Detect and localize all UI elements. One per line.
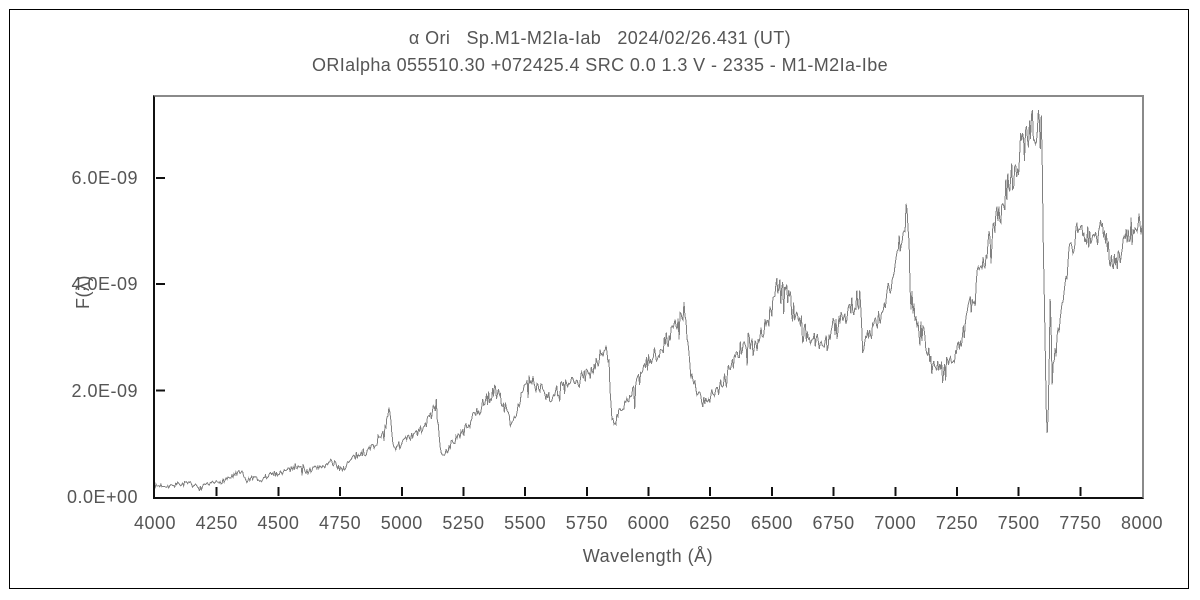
chart-title: α Ori Sp.M1-M2Ia-Iab 2024/02/26.431 (UT): [408, 28, 792, 48]
x-tick-label: 4500: [257, 513, 300, 533]
x-tick-label: 5250: [442, 513, 485, 533]
x-tick-label: 4250: [195, 513, 238, 533]
outer-frame: [9, 9, 1189, 589]
x-tick-label: 7000: [874, 513, 917, 533]
x-tick-label: 6500: [750, 513, 793, 533]
x-axis-label: Wavelength (Å): [582, 546, 714, 566]
x-tick-label: 4000: [133, 513, 177, 533]
plot-area: [153, 95, 1144, 499]
x-tick-label: 6750: [812, 513, 855, 533]
x-tick-label: 7750: [1059, 513, 1102, 533]
spectrum-polyline: [155, 109, 1142, 492]
y-tick-label: 6.0E-09: [71, 167, 138, 188]
x-tick-label: 4750: [319, 513, 362, 533]
x-tick-label: 6000: [627, 513, 670, 533]
x-tick-label: 7250: [935, 513, 978, 533]
chart-subtitle: ORIalpha 055510.30 +072425.4 SRC 0.0 1.3…: [311, 55, 889, 75]
y-tick-label: 2.0E-09: [71, 380, 138, 401]
x-tick-label: 6250: [689, 513, 732, 533]
y-tick-label: 4.0E-09: [71, 274, 138, 295]
x-tick-label: 5000: [380, 513, 423, 533]
x-tick-label: 7500: [997, 513, 1040, 533]
y-tick-label: 0.0E+00: [66, 487, 138, 507]
x-tick-label: 8000: [1120, 513, 1164, 533]
x-tick-label: 5750: [565, 513, 608, 533]
spectrum-line: [155, 109, 1142, 496]
x-tick-label: 5500: [504, 513, 547, 533]
